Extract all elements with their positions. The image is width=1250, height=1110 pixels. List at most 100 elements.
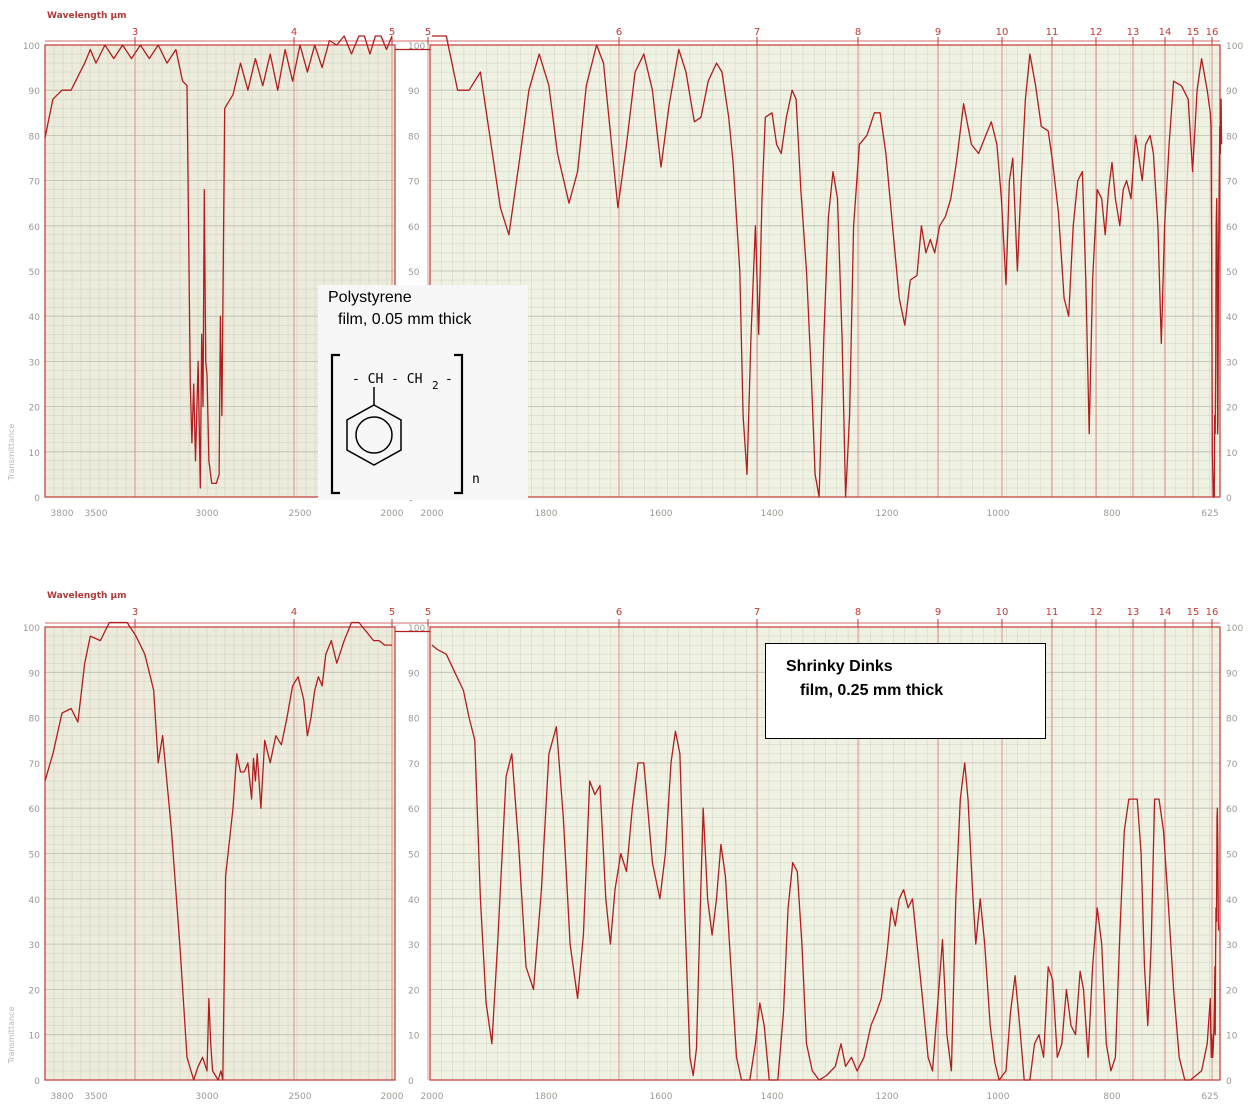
y-tick-label-right: 0: [1226, 1077, 1232, 1087]
y-tick-label-right: 50: [1226, 268, 1238, 278]
y-tick-label-left: 30: [29, 358, 41, 368]
x-tick-label: 625: [1201, 509, 1218, 519]
y-tick-label-right: 10: [1226, 449, 1238, 459]
wavelength-tick-label: 13: [1127, 27, 1140, 38]
y-tick-label-right: 30: [1226, 358, 1238, 368]
wavelength-tick-label: 5: [425, 607, 431, 618]
x-tick-label: 1400: [761, 1092, 784, 1102]
spectrum-trace-left: [44, 621, 392, 1081]
x-tick-label: 1800: [535, 509, 558, 519]
y-tick-label-right: 80: [1226, 715, 1238, 725]
x-tick-label: 1600: [650, 509, 673, 519]
x-tick-label: 2000: [381, 1092, 404, 1102]
x-tick-label: 2500: [289, 1092, 312, 1102]
y-tick-label-middle: 50: [408, 268, 420, 278]
wavelength-tick-label: 8: [855, 27, 861, 38]
formula-trailing-bond: -: [445, 372, 453, 387]
y-tick-label-right: 40: [1226, 896, 1238, 906]
y-tick-label-middle: 100: [408, 42, 425, 52]
wavelength-tick-label: 16: [1206, 27, 1219, 38]
frame-left: [44, 626, 396, 1081]
wavelength-tick-label: 14: [1159, 27, 1172, 38]
wavelength-tick-label: 12: [1090, 27, 1103, 38]
y-tick-label-middle: 60: [408, 223, 420, 233]
y-tick-label-middle: 90: [408, 87, 420, 97]
spectrum-trace-left: [44, 35, 393, 489]
wavelength-tick-label: 4: [291, 607, 297, 618]
y-tick-label-right: 70: [1226, 760, 1238, 770]
polystyrene-label-box: Polystyrene film, 0.05 mm thick - CH - C…: [318, 285, 528, 500]
formula-repeat-unit: - CH - CH: [352, 372, 422, 387]
frame-left: [44, 44, 396, 498]
wavelength-tick-label: 9: [935, 607, 941, 618]
wavelength-tick-label: 10: [996, 27, 1009, 38]
y-tick-label-right: 50: [1226, 851, 1238, 861]
y-tick-label-left: 0: [34, 1077, 40, 1087]
y-tick-label-left: 50: [29, 851, 41, 861]
y-tick-label-left: 20: [29, 986, 41, 996]
y-tick-label-right: 60: [1226, 805, 1238, 815]
y-tick-label-left: 90: [29, 87, 41, 97]
y-tick-label-left: 100: [23, 42, 40, 52]
x-tick-label: 2500: [289, 509, 312, 519]
polystyrene-label-line2: film, 0.05 mm thick: [338, 311, 472, 328]
chart-panel-1: Wavelength μm 3 4 5 5 6 7 8 9 10 11 12 13 14 15 1600 0 10…: [7, 11, 1243, 519]
polystyrene-label-line1: Polystyrene: [328, 289, 412, 306]
y-tick-label-left: 70: [29, 178, 41, 188]
x-tick-label: 1800: [535, 1092, 558, 1102]
y-tick-label-right: 90: [1226, 87, 1238, 97]
y-tick-label-middle: 80: [408, 715, 420, 725]
y-tick-label-right: 80: [1226, 132, 1238, 142]
y-tick-label-left: 0: [34, 494, 40, 504]
formula-n-subscript: n: [472, 472, 480, 487]
wavelength-tick-label: 5: [389, 607, 395, 618]
x-tick-label: 2000: [421, 509, 444, 519]
y-tick-label-left: 80: [29, 132, 41, 142]
wavelength-tick-label: 7: [754, 607, 760, 618]
y-axis-title: Transmittance: [7, 1007, 16, 1065]
wavelength-axis-title: Wavelength μm: [47, 11, 127, 21]
wavelength-tick-label: 6: [616, 27, 622, 38]
y-tick-label-middle: 60: [408, 805, 420, 815]
wavelength-tick-label: 16: [1206, 607, 1219, 618]
wavelength-axis-title: Wavelength μm: [47, 591, 127, 601]
y-tick-label-left: 70: [29, 760, 41, 770]
y-tick-label-middle: 40: [408, 896, 420, 906]
x-tick-label: 3800: [51, 509, 74, 519]
wavelength-tick-label: 15: [1187, 27, 1200, 38]
x-tick-label: 800: [1103, 1092, 1120, 1102]
y-tick-label-left: 20: [29, 404, 41, 414]
y-tick-label-middle: 50: [408, 851, 420, 861]
wavelength-tick-label: 5: [389, 27, 395, 38]
y-tick-label-left: 40: [29, 896, 41, 906]
y-tick-label-right: 60: [1226, 223, 1238, 233]
wavelength-tick-label: 13: [1127, 607, 1140, 618]
spectrum-trace-right: [431, 644, 1220, 1081]
wavelength-tick-label: 7: [754, 27, 760, 38]
y-tick-label-middle: 10: [408, 1032, 420, 1042]
wavelength-tick-label: 15: [1187, 607, 1200, 618]
y-tick-label-left: 60: [29, 223, 41, 233]
shrinky-dinks-label-box: Shrinky Dinks film, 0.25 mm thick: [765, 643, 1046, 739]
x-tick-label: 3500: [85, 509, 108, 519]
x-tick-label: 1200: [876, 509, 899, 519]
y-tick-label-right: 20: [1226, 404, 1238, 414]
y-tick-label-middle: 30: [408, 941, 420, 951]
x-tick-label: 3500: [85, 1092, 108, 1102]
wavelength-tick-label: 4: [291, 27, 297, 38]
y-tick-label-left: 10: [29, 449, 41, 459]
wavelength-tick-label: 3: [132, 27, 138, 38]
wavelength-tick-label: 6: [616, 607, 622, 618]
frame-right: [429, 44, 1221, 498]
x-tick-label: 1200: [876, 1092, 899, 1102]
wavelength-tick-label: 11: [1046, 607, 1059, 618]
wavelength-tick-label: 11: [1046, 27, 1059, 38]
y-tick-label-right: 10: [1226, 1032, 1238, 1042]
y-tick-label-middle: 20: [408, 986, 420, 996]
y-tick-label-left: 10: [29, 1032, 41, 1042]
wavelength-tick-label: 8: [855, 607, 861, 618]
wavelength-tick-label: 12: [1090, 607, 1103, 618]
wavelength-tick-label: 14: [1159, 607, 1172, 618]
